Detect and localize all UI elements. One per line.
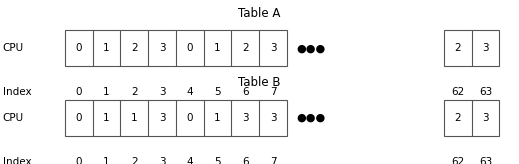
Text: 0: 0 xyxy=(75,113,82,123)
Text: 6: 6 xyxy=(242,87,249,97)
Text: 63: 63 xyxy=(479,157,492,164)
Text: 2: 2 xyxy=(454,43,461,53)
Text: 7: 7 xyxy=(270,87,277,97)
Text: 62: 62 xyxy=(451,157,465,164)
Text: Table A: Table A xyxy=(238,7,281,20)
Text: 1: 1 xyxy=(103,43,110,53)
Text: 3: 3 xyxy=(270,113,277,123)
Text: ●●●: ●●● xyxy=(296,43,325,53)
Text: 3: 3 xyxy=(482,113,489,123)
Text: 2: 2 xyxy=(454,113,461,123)
Text: 7: 7 xyxy=(270,157,277,164)
Text: 3: 3 xyxy=(159,43,166,53)
Bar xyxy=(65,100,287,136)
Text: 1: 1 xyxy=(131,113,138,123)
Bar xyxy=(444,100,499,136)
Text: 3: 3 xyxy=(159,157,166,164)
Text: 1: 1 xyxy=(103,113,110,123)
Text: 62: 62 xyxy=(451,87,465,97)
Text: 2: 2 xyxy=(131,43,138,53)
Text: Table B: Table B xyxy=(238,75,281,89)
Text: 3: 3 xyxy=(482,43,489,53)
Text: 0: 0 xyxy=(75,87,82,97)
Text: 1: 1 xyxy=(214,113,221,123)
Text: 4: 4 xyxy=(186,157,193,164)
Text: 1: 1 xyxy=(103,87,110,97)
Text: 2: 2 xyxy=(242,43,249,53)
Text: 1: 1 xyxy=(214,43,221,53)
Text: 1: 1 xyxy=(103,157,110,164)
Text: 3: 3 xyxy=(242,113,249,123)
Text: Index: Index xyxy=(3,87,31,97)
Text: ●●●: ●●● xyxy=(296,113,325,123)
Bar xyxy=(444,30,499,66)
Text: 0: 0 xyxy=(186,113,193,123)
Text: CPU: CPU xyxy=(3,113,24,123)
Text: 3: 3 xyxy=(159,87,166,97)
Text: 3: 3 xyxy=(159,113,166,123)
Text: 5: 5 xyxy=(214,87,221,97)
Text: 0: 0 xyxy=(75,157,82,164)
Text: 63: 63 xyxy=(479,87,492,97)
Text: 3: 3 xyxy=(270,43,277,53)
Text: Index: Index xyxy=(3,157,31,164)
Text: CPU: CPU xyxy=(3,43,24,53)
Text: 6: 6 xyxy=(242,157,249,164)
Text: 0: 0 xyxy=(75,43,82,53)
Text: 5: 5 xyxy=(214,157,221,164)
Text: 0: 0 xyxy=(186,43,193,53)
Text: 2: 2 xyxy=(131,87,138,97)
Text: 2: 2 xyxy=(131,157,138,164)
Bar xyxy=(65,30,287,66)
Text: 4: 4 xyxy=(186,87,193,97)
